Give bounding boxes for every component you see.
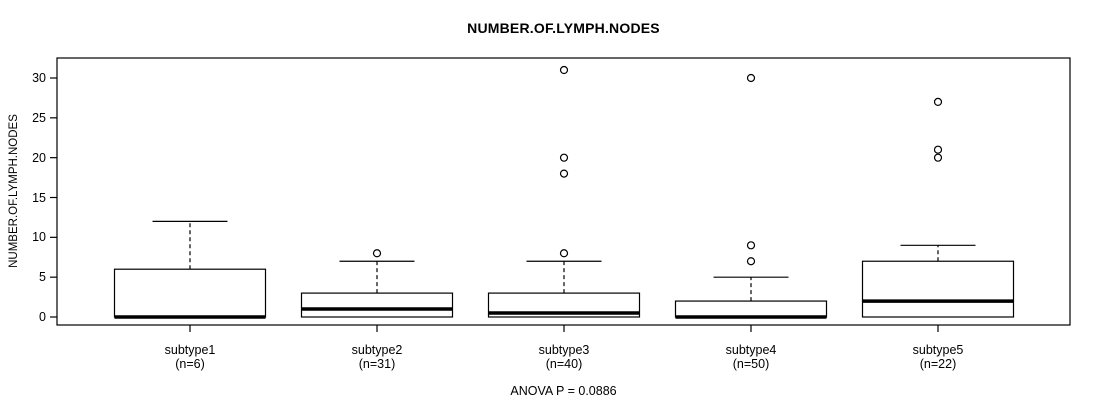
chart-title: NUMBER.OF.LYMPH.NODES	[467, 20, 660, 36]
x-group-sublabel: (n=40)	[545, 357, 583, 371]
box-subtype2	[300, 292, 454, 318]
outlier-point	[559, 169, 569, 178]
box-subtype3	[487, 292, 641, 318]
box-subtype1	[113, 268, 267, 318]
y-tick-label: 15	[32, 190, 46, 205]
outlier-point	[559, 249, 569, 258]
x-group-label: subtype1	[164, 343, 216, 357]
box-subtype5	[861, 260, 1015, 318]
outlier-point	[746, 257, 756, 266]
x-group-sublabel: (n=6)	[175, 357, 205, 371]
x-group-label: subtype4	[725, 343, 777, 357]
y-tick-label: 5	[39, 270, 46, 285]
x-group-sublabel: (n=22)	[919, 357, 957, 371]
outlier-point	[746, 73, 756, 83]
anova-annotation: ANOVA P = 0.0886	[510, 384, 617, 398]
outlier-point	[372, 249, 382, 258]
x-group-sublabel: (n=31)	[358, 357, 396, 371]
y-tick-label: 20	[32, 150, 46, 165]
outlier-point	[933, 97, 943, 107]
outlier-point	[933, 153, 943, 162]
y-tick-label: 0	[39, 310, 46, 324]
outlier-point	[559, 65, 569, 75]
x-group-sublabel: (n=50)	[732, 357, 770, 371]
x-group-label: subtype2	[351, 343, 403, 357]
x-group-label: subtype3	[538, 343, 590, 357]
y-tick-label: 30	[32, 71, 46, 85]
outlier-point	[746, 241, 756, 250]
x-group-label: subtype5	[912, 343, 964, 357]
outlier-point	[559, 153, 569, 162]
y-tick-label: 25	[32, 110, 46, 125]
box-subtype4	[674, 300, 828, 318]
outlier-point	[933, 145, 943, 154]
y-tick-label: 10	[32, 230, 46, 245]
